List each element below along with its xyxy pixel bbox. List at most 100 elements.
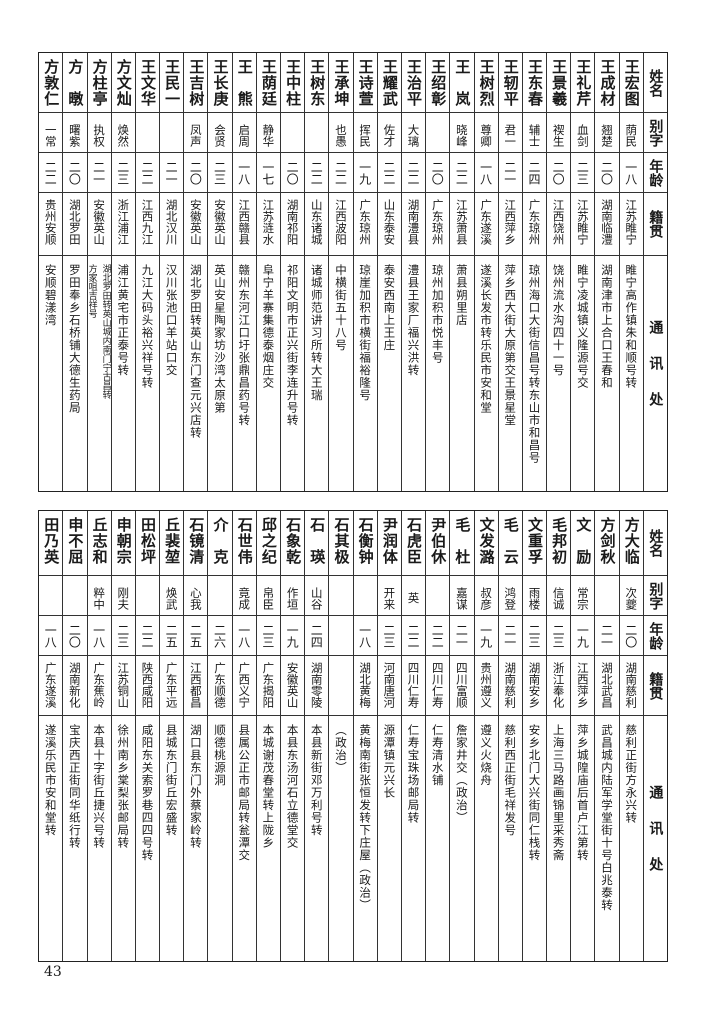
age-cell: 一九 (353, 153, 377, 193)
origin-cell: 湖南新化 (63, 656, 87, 716)
age-text: 二二 (333, 160, 348, 185)
age-cell: 二三 (571, 153, 595, 193)
origin-cell: 湖北黄梅 (353, 656, 377, 716)
address-text: 遂溪长发市转乐民市安和堂 (479, 264, 494, 414)
age-cell: 一八 (353, 616, 377, 656)
roster-entry: 方敦仁 一常 二二 贵州安顺 安顺碧漾湾 (39, 53, 63, 491)
name-cell: 王景羲 (547, 53, 571, 113)
alias-cell (353, 576, 377, 616)
age-cell: 二一 (595, 616, 619, 656)
name-cell: 尹伯休 (426, 511, 450, 576)
address-cell: 湖北罗田转英山东门查元兴店转 (184, 256, 207, 491)
address-text: 湖北罗田转英山城内南门宁古昌转 (100, 264, 111, 399)
alias-text: 荫民 (624, 123, 639, 147)
age-text: 二三 (575, 160, 590, 185)
alias-text: 作垣 (285, 586, 300, 610)
address-cell: 睢宁高作镇朱和顺号转 (620, 256, 643, 491)
age-cell: 二一 (450, 616, 474, 656)
name-cell: 丘裴堃 (160, 511, 184, 576)
age-text: 二一 (91, 160, 106, 185)
name-cell: 申不屈 (63, 511, 87, 576)
roster-entry: 田松坪 二二 陕西咸阳 咸阳东关索罗巷四四号转 (134, 511, 160, 961)
origin-cell: 广东琼州 (353, 193, 377, 256)
alias-cell: 常宗 (571, 576, 595, 616)
address-text: 萧县朔里店 (454, 264, 469, 327)
alias-cell: 雨楼 (522, 576, 547, 616)
origin-text: 广东顺德 (213, 662, 228, 708)
origin-cell: 浙江浦江 (111, 193, 135, 256)
origin-cell: 浙江奉化 (547, 656, 571, 716)
age-text: 二一 (502, 160, 517, 185)
alias-text: 叔彦 (479, 586, 494, 610)
age-cell: 二三 (111, 616, 135, 656)
age-cell: 二〇 (184, 153, 208, 193)
age-text: 二三 (526, 623, 541, 648)
origin-cell: 湖北罗田 (63, 193, 87, 256)
age-cell: 二二 (329, 153, 353, 193)
address-cell: 琼州加积市悦丰号 (426, 256, 449, 491)
origin-cell: 广东琼州 (426, 193, 450, 256)
address-text: 琼州加积市悦丰号 (430, 264, 445, 364)
origin-text: 浙江浦江 (116, 199, 131, 245)
alias-cell: 君一 (498, 113, 522, 153)
name-text: 王承坤 (332, 59, 351, 107)
address-text: 饶州流水沟四十一号 (551, 264, 566, 377)
roster-entry: 王礼芹 血剑 二三 江苏睢宁 睢宁凌城镇义隆源号交 (570, 53, 595, 491)
name-cell: 文 励 (571, 511, 595, 576)
name-cell: 方柱亭 (87, 53, 111, 113)
address-text: 遂溪乐民市安和堂转 (43, 724, 58, 837)
origin-cell (329, 656, 353, 716)
header-address: 通讯处 (644, 256, 667, 491)
origin-cell: 四川仁寿 (401, 656, 426, 716)
alias-text: 一常 (43, 123, 58, 147)
roster-entry: 王荫廷 静华 一七 江苏涟水 阜宁羊寨集德泰烟庄交 (255, 53, 280, 491)
name-cell: 王荫廷 (256, 53, 280, 113)
alias-text: 焕然 (116, 123, 131, 147)
alias-text: 嘉谋 (454, 586, 469, 610)
alias-text: 也愚 (333, 123, 348, 147)
age-cell: 二五 (160, 616, 184, 656)
origin-text: 广东遂溪 (43, 662, 58, 708)
origin-text: 江西赣县 (237, 199, 252, 245)
alias-cell: 曙紫 (63, 113, 87, 153)
alias-cell: 开来 (377, 576, 401, 616)
name-text: 申朝宗 (114, 517, 133, 565)
roster-entry: 田乃英 一八 广东遂溪 遂溪乐民市安和堂转 (39, 511, 63, 961)
name-text: 石虎臣 (405, 517, 424, 565)
age-text: 二〇 (551, 160, 566, 185)
alias-cell: 血剑 (571, 113, 595, 153)
alias-cell: 嘉谋 (450, 576, 474, 616)
address-text: 赣州东河江口圩张鼎昌药号转 (237, 264, 252, 427)
age-cell: 二三 (208, 153, 232, 193)
address-cell: 武昌城内陆军学堂街十号白兆泰转 (595, 716, 618, 961)
age-cell: 二〇 (426, 153, 450, 193)
age-cell: 二一 (160, 153, 184, 193)
origin-text: 陕西咸阳 (140, 662, 155, 708)
address-cell: 源潭镇元兴长 (378, 716, 401, 961)
name-cell: 方剑秋 (595, 511, 619, 576)
origin-cell: 安徽英山 (281, 656, 305, 716)
age-text: 二二 (430, 623, 445, 648)
address-text: 仁寿清水铺 (430, 724, 445, 787)
address-text: 汉川张池口羊站口交 (164, 264, 179, 377)
alias-cell: 辅士 (522, 113, 547, 153)
name-cell: 介 克 (208, 511, 232, 576)
roster-entry: 石虎臣英二二 四川仁寿 仁寿宝珠场邮局转 (400, 511, 426, 961)
alias-cell (595, 576, 619, 616)
origin-text: 山东泰安 (382, 199, 397, 245)
name-cell: 申朝宗 (111, 511, 135, 576)
name-text: 石衡钟 (356, 517, 375, 565)
header-alias: 别字 (643, 113, 667, 153)
origin-text: 河南唐河 (382, 662, 397, 708)
name-cell: 石镜清 (184, 511, 208, 576)
alias-cell: 佐才 (377, 113, 401, 153)
address-cell: 中横街五十八号 (329, 256, 352, 491)
alias-text: 执权 (92, 123, 107, 147)
alias-cell: 粹中 (87, 576, 111, 616)
roster-entry: 毛 云鸿登 二一 湖南慈利 慈利西正街毛祥发号 (497, 511, 522, 961)
age-cell: 二三 (256, 616, 280, 656)
origin-text: 安徽英山 (188, 199, 203, 245)
address-cell: 上海三马路画锦里采秀斋 (547, 716, 570, 961)
address-cell: 萍乡西大街大原第交王景星堂 (499, 256, 522, 491)
alias-cell: 焕武 (160, 576, 184, 616)
